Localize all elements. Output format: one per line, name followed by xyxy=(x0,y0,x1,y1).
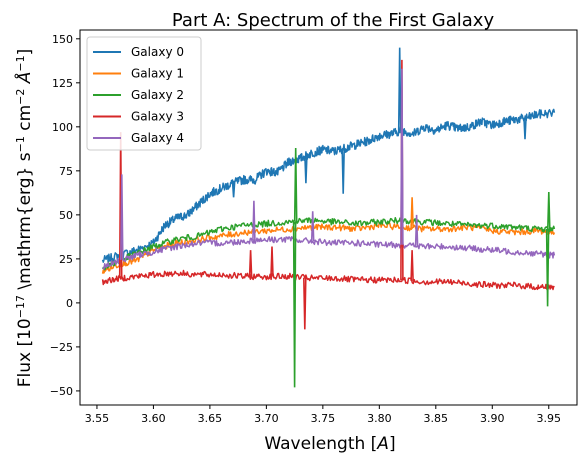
x-tick-label: 3.90 xyxy=(480,412,505,425)
chart-title: Part A: Spectrum of the First Galaxy xyxy=(172,10,495,31)
y-tick-label: 50 xyxy=(59,209,73,222)
legend-box xyxy=(86,36,202,151)
spectral-line-spike-5 xyxy=(410,197,414,229)
spectral-line-spike-7 xyxy=(293,147,298,222)
y-tick-label: −25 xyxy=(50,341,73,354)
spectral-line-spike-6 xyxy=(292,221,297,388)
axis-ticks: 3.55 3.60 3.65 3.70 3.75 3.80 3.85 3.90 3.95 −50 −… xyxy=(50,33,561,425)
x-tick-label: 3.75 xyxy=(311,412,336,425)
plot-frame xyxy=(79,29,578,406)
legend-label-galaxy-1: Galaxy 1 xyxy=(131,67,184,81)
legend: Galaxy 0 Galaxy 1 Galaxy 2 Galaxy 3 Galaxy 4 xyxy=(86,36,202,151)
y-tick-label: 25 xyxy=(59,253,73,266)
spectral-line-spike-0 xyxy=(397,47,402,132)
y-tick-label: 0 xyxy=(66,297,73,310)
legend-label-galaxy-4: Galaxy 4 xyxy=(131,131,184,145)
spectral-line-spike-4 xyxy=(231,182,236,198)
legend-label-galaxy-3: Galaxy 3 xyxy=(131,110,184,124)
spectral-line-spike-9 xyxy=(545,228,550,307)
x-axis-label: Wavelength [A] xyxy=(264,434,395,454)
spectral-line-spike-3 xyxy=(523,118,527,140)
x-tick-label: 3.55 xyxy=(85,412,110,425)
legend-label-galaxy-0: Galaxy 0 xyxy=(131,45,184,59)
y-tick-label: 100 xyxy=(52,121,73,134)
series-line-galaxy-4 xyxy=(102,236,556,270)
spectral-line-spike-2 xyxy=(304,155,308,184)
y-tick-label: 125 xyxy=(52,77,73,90)
x-tick-label: 3.60 xyxy=(141,412,166,425)
y-tick-label: −50 xyxy=(50,385,73,398)
series-line-galaxy-0 xyxy=(101,108,556,264)
spectral-line-spike-19 xyxy=(310,211,315,242)
x-tick-label: 3.65 xyxy=(198,412,223,425)
x-tick-label: 3.95 xyxy=(537,412,562,425)
spectral-line-spike-17 xyxy=(400,68,404,245)
legend-label-galaxy-2: Galaxy 2 xyxy=(131,88,184,102)
y-tick-label: 75 xyxy=(59,165,73,178)
series-line-galaxy-2 xyxy=(101,216,556,271)
spectral-line-spike-18 xyxy=(252,200,256,241)
y-axis-label: Flux [10−17 \mathrm{erg} s−1 cm−2 Å−1] xyxy=(13,49,35,388)
series-line-galaxy-3 xyxy=(101,269,555,291)
spectral-line-spike-16 xyxy=(120,174,124,260)
spectral-line-spike-11 xyxy=(303,277,307,330)
spectral-line-spike-15 xyxy=(248,250,253,277)
spectral-line-spike-13 xyxy=(410,250,414,281)
spectral-line-spike-20 xyxy=(414,214,419,246)
x-tick-label: 3.80 xyxy=(367,412,392,425)
spectral-line-spike-8 xyxy=(547,191,551,229)
spectral-line-spike-14 xyxy=(270,246,274,277)
x-tick-label: 3.70 xyxy=(254,412,279,425)
y-tick-label: 150 xyxy=(52,33,73,46)
x-tick-label: 3.85 xyxy=(424,412,449,425)
spectral-line-spike-1 xyxy=(341,148,345,194)
plot-area xyxy=(101,47,556,388)
